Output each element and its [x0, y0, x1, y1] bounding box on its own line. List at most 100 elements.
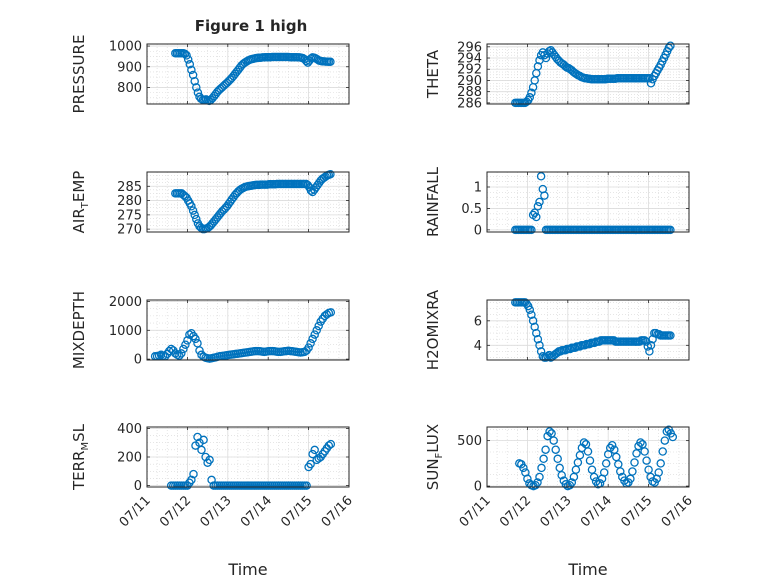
subplot-5: 0 1000 2000 MIXDEPTH — [70, 291, 350, 369]
data-point — [549, 436, 558, 445]
y-tick-label: 400 — [117, 422, 142, 437]
data-point — [308, 449, 317, 459]
data-point — [646, 79, 656, 88]
data-point — [182, 51, 191, 60]
data-point — [190, 210, 199, 220]
y-axis-label: AIRTEMP — [70, 171, 91, 234]
data-point — [583, 447, 593, 456]
y-tick-label: 288 — [457, 85, 482, 100]
data-point — [540, 191, 549, 200]
data-point — [185, 60, 195, 69]
data-point — [301, 56, 311, 66]
y-tick-label: 1000 — [109, 324, 142, 339]
data-point — [185, 330, 194, 339]
y-axis-label: RAINFALL — [424, 166, 442, 237]
data-point — [177, 349, 186, 358]
data-point — [535, 341, 544, 350]
data-point — [528, 316, 538, 326]
y-tick-label: 2000 — [109, 295, 142, 310]
data-point — [179, 344, 188, 354]
y-axis-label-text: RAINFALL — [424, 166, 442, 237]
data-point — [187, 65, 196, 75]
data-point — [616, 467, 625, 476]
y-tick-label: 294 — [457, 52, 482, 67]
data-point — [302, 481, 311, 490]
axes-box — [486, 299, 690, 361]
data-point — [567, 478, 577, 487]
data-point — [175, 351, 184, 360]
y-axis-label-tail: SL — [70, 423, 88, 442]
y-axis-label-text: TERR — [70, 451, 88, 492]
data-point — [642, 456, 651, 465]
y-axis-label-text: PRESSURE — [70, 35, 88, 114]
data-point — [191, 334, 200, 344]
data-point — [326, 308, 336, 317]
data-point — [192, 214, 201, 224]
data-point — [183, 336, 192, 345]
data-point — [187, 202, 196, 211]
y-tick-label: 296 — [457, 40, 482, 55]
data-point — [607, 440, 617, 450]
data-point — [181, 340, 190, 349]
data-point — [557, 470, 566, 480]
y-tick-label: 286 — [457, 96, 482, 111]
y-axis-label-text: MIXDEPTH — [70, 291, 88, 369]
data-point — [527, 310, 536, 319]
figure-title: Figure 1 high — [195, 17, 308, 35]
y-tick-label: 200 — [117, 451, 142, 466]
y-axis-label-subscript: M — [80, 442, 91, 451]
data-point — [533, 202, 543, 211]
data-point — [322, 310, 332, 319]
y-tick-label: 6 — [474, 314, 482, 329]
axes-box — [486, 43, 690, 105]
y-tick-label: 290 — [457, 74, 482, 89]
y-tick-label: 1 — [474, 181, 482, 196]
data-point — [536, 172, 546, 181]
data-point — [646, 341, 656, 350]
axes-box — [146, 299, 350, 361]
data-point — [646, 472, 655, 482]
data-point — [630, 458, 639, 467]
data-point — [666, 225, 675, 235]
data-point — [324, 441, 334, 450]
data-point — [579, 438, 589, 447]
data-point — [599, 468, 609, 477]
axes-box — [146, 43, 350, 105]
data-point — [535, 472, 544, 482]
y-axis-label-text: SUN — [424, 458, 442, 490]
y-tick-label: 292 — [457, 63, 482, 78]
x-axis-label: Time — [567, 560, 607, 579]
data-point — [660, 436, 670, 445]
subplot-6: 4 6 H2OMIXRA — [424, 289, 690, 370]
data-point — [666, 331, 675, 340]
y-axis-label: TERRMSL — [70, 423, 91, 491]
data-point — [530, 322, 539, 332]
y-tick-label: 0 — [474, 223, 482, 238]
y-axis-label-text: H2OMIXRA — [424, 289, 442, 370]
data-point — [585, 456, 595, 465]
y-tick-label: 270 — [117, 223, 142, 238]
data-point — [662, 427, 672, 436]
data-point — [523, 474, 532, 484]
y-tick-label: 1000 — [109, 40, 142, 55]
data-point — [533, 478, 542, 487]
y-tick-label: 0 — [134, 479, 142, 494]
y-tick-label: 0.5 — [461, 202, 482, 217]
data-point — [312, 326, 321, 335]
y-axis-label: PRESSURE — [70, 35, 88, 114]
data-point — [314, 321, 323, 331]
subplot-1: 800 900 1000 PRESSURE — [70, 35, 350, 114]
y-tick-label: 800 — [117, 81, 142, 96]
data-point — [310, 330, 319, 339]
data-point — [525, 305, 535, 315]
data-point — [188, 70, 198, 80]
data-point — [189, 469, 198, 479]
data-point — [304, 343, 313, 352]
data-point — [192, 83, 201, 92]
data-point — [183, 55, 193, 64]
data-point — [541, 53, 551, 63]
data-point — [636, 438, 645, 447]
